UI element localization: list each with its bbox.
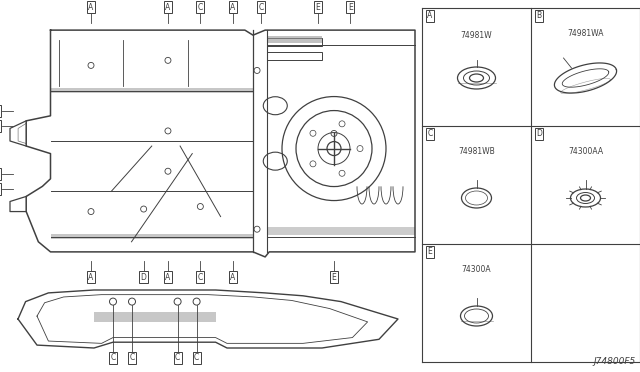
Bar — [267, 38, 322, 46]
Text: B: B — [536, 12, 541, 20]
Text: A: A — [88, 273, 93, 282]
Text: 74300A: 74300A — [461, 266, 492, 275]
Text: 74981W: 74981W — [461, 32, 492, 41]
Text: 74300AA: 74300AA — [568, 148, 603, 157]
Text: A: A — [165, 3, 171, 12]
Text: C: C — [110, 353, 116, 362]
Text: D: D — [141, 273, 147, 282]
Text: C: C — [175, 353, 180, 362]
Text: J74800F5: J74800F5 — [594, 357, 636, 366]
Text: C: C — [428, 129, 433, 138]
Text: E: E — [428, 247, 433, 257]
Text: 74981WB: 74981WB — [458, 148, 495, 157]
Text: A: A — [428, 12, 433, 20]
Text: A: A — [165, 273, 171, 282]
Text: E: E — [348, 3, 353, 12]
Text: C: C — [198, 3, 203, 12]
Text: A: A — [88, 3, 93, 12]
Text: C: C — [259, 3, 264, 12]
Bar — [94, 312, 216, 323]
Text: C: C — [129, 353, 134, 362]
Text: E: E — [332, 273, 337, 282]
Bar — [267, 36, 322, 43]
Text: A: A — [230, 273, 236, 282]
Text: C: C — [194, 353, 199, 362]
Bar — [51, 88, 253, 93]
Text: D: D — [536, 129, 542, 138]
Bar — [267, 227, 415, 235]
Text: 74981WA: 74981WA — [567, 29, 604, 38]
Text: E: E — [316, 3, 320, 12]
Text: A: A — [230, 3, 236, 12]
Bar — [51, 234, 253, 239]
Text: C: C — [198, 273, 203, 282]
Bar — [267, 52, 322, 60]
